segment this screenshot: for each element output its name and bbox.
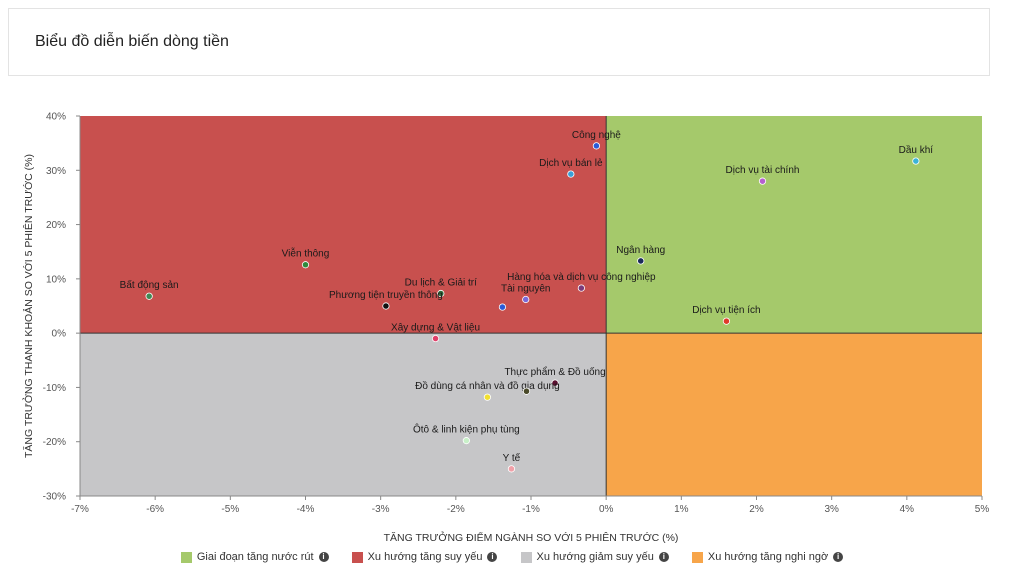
y-tick-label: -20% [43,437,66,448]
legend-label: Xu hướng tăng nghi ngờ [707,551,829,563]
data-point[interactable] [507,465,516,473]
x-tick-label: -2% [447,504,465,515]
y-tick-label: -10% [43,383,66,394]
quadrant-weakening-up [80,116,607,334]
quadrant-weakening-down [80,333,607,496]
data-point[interactable] [567,170,575,178]
x-tick-label: -1% [522,504,540,515]
y-tick-label: 0% [52,329,67,340]
legend-item-sprint[interactable]: Giai đoạn tăng nước rút i [180,551,329,563]
y-tick-label: -30% [43,492,66,503]
y-tick-label: 30% [46,166,66,177]
point-label: Đồ dùng cá nhân và đồ gia dụng [415,380,560,392]
legend-label: Xu hướng tăng suy yếu [367,551,483,563]
data-point[interactable] [462,437,470,445]
data-point[interactable] [301,261,310,269]
point-label: Du lịch & Giải trí [405,278,477,289]
point-label: Phương tiện truyền thông [329,289,443,301]
legend-swatch [520,551,532,563]
quadrant-sprint [606,116,982,334]
y-tick-label: 20% [46,220,66,231]
data-point[interactable] [145,292,153,300]
info-icon[interactable]: i [318,552,329,562]
data-point[interactable] [483,393,492,401]
legend-item-weakening-up[interactable]: Xu hướng tăng suy yếu i [351,551,498,563]
point-label: Thực phẩm & Đồ uống [504,366,605,378]
data-point[interactable] [758,177,767,185]
x-tick-label: -6% [146,504,164,515]
data-point[interactable] [592,142,600,150]
x-tick-label: 2% [749,504,764,515]
chart-card-header: Biểu đồ diễn biến dòng tiền [8,8,990,76]
data-point[interactable] [551,379,559,387]
point-label: Hàng hóa và dịch vụ công nghiệp [507,272,656,283]
quadrant-layer [80,116,982,496]
data-point[interactable] [577,284,585,292]
cashflow-scatter-chart: -7% -6% -5% -4% -3% -2% -1% 0% 1% 2% 3% 4% 5% -30% -20… [22,112,990,545]
info-icon[interactable]: i [833,552,844,562]
x-tick-label: 0% [599,504,614,515]
y-tick-label: 40% [46,112,66,123]
x-tick-label: -5% [221,504,239,515]
y-axis-title: TĂNG TRƯỞNG THANH KHOẢN SO VỚI 5 PHIÊN T… [22,154,35,458]
point-label: Dầu khí [899,144,934,156]
x-tick-label: 5% [975,504,990,515]
legend-swatch [691,551,703,563]
point-label: Y tế [503,452,521,464]
legend-swatch [180,551,192,563]
data-point[interactable] [382,302,390,310]
point-layer: Công nghệ Dịch vụ bán lẻ Dầu khí Dịch vụ tà… [120,130,934,473]
point-label: Dịch vụ tài chính [726,165,800,176]
point-label: Ngân hàng [616,245,665,256]
point-label: Dịch vụ tiện ích [692,305,760,316]
legend-label: Giai đoạn tăng nước rút [196,551,314,563]
point-label: Bất động sản [120,279,179,291]
data-point[interactable] [912,157,920,165]
axis-layer: -7% -6% -5% -4% -3% -2% -1% 0% 1% 2% 3% 4% 5% -30% -20… [43,112,990,516]
data-point[interactable] [637,257,645,265]
info-icon[interactable]: i [487,552,498,562]
x-axis-title: TĂNG TRƯỞNG ĐIỂM NGÀNH SO VỚI 5 PHIÊN TR… [384,531,679,544]
point-label: Dịch vụ bán lẻ [539,158,603,169]
point-label: Viễn thông [282,247,330,260]
data-point[interactable] [498,303,507,311]
data-point[interactable] [722,317,731,325]
x-tick-label: 1% [674,504,689,515]
legend-swatch [351,551,363,563]
legend-item-weakening-down[interactable]: Xu hướng giảm suy yếu i [520,551,669,563]
legend-item-doubtful-up[interactable]: Xu hướng tăng nghi ngờ i [691,551,844,563]
data-point[interactable] [522,295,530,304]
x-tick-label: -4% [297,504,315,515]
legend-label: Xu hướng giảm suy yếu [536,551,654,563]
y-tick-label: 10% [46,274,66,285]
info-icon[interactable]: i [658,552,669,562]
point-label: Xây dựng & Vật liệu [391,323,480,334]
data-point[interactable] [431,334,440,343]
chart-title: Biểu đồ diễn biến dòng tiền [35,33,229,50]
point-label: Công nghệ [572,130,621,141]
x-tick-label: 4% [900,504,915,515]
data-point[interactable] [522,387,531,395]
point-label: Ôtô & linh kiện phụ tùng [413,423,520,436]
x-tick-label: 3% [824,504,839,515]
x-tick-label: -7% [71,504,89,515]
chart-legend: Giai đoạn tăng nước rút i Xu hướng tăng … [0,551,1024,566]
data-point[interactable] [437,289,445,298]
quadrant-doubtful-up [606,333,982,496]
x-tick-label: -3% [372,504,390,515]
point-label: Tài nguyên [501,283,550,294]
